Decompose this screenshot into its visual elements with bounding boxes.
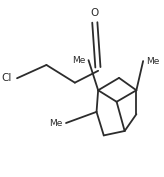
Text: Me: Me xyxy=(49,119,63,127)
Text: Me: Me xyxy=(72,56,85,65)
Text: O: O xyxy=(90,8,98,18)
Text: Cl: Cl xyxy=(2,73,12,83)
Text: Me: Me xyxy=(146,57,160,65)
